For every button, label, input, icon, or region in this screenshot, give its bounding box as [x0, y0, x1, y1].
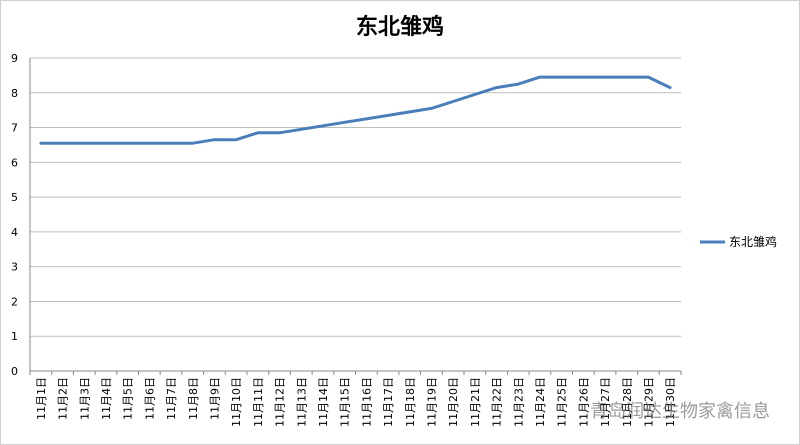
y-tick-label: 3: [11, 261, 18, 274]
x-tick-label: 11月4日: [100, 377, 113, 420]
x-tick-label: 11月17日: [382, 377, 395, 427]
watermark-text: 青岛润达生物家禽信息: [590, 401, 770, 422]
x-tick-label: 11月1日: [35, 377, 48, 420]
x-tick-label: 11月19日: [425, 377, 438, 427]
series-group: [39, 75, 672, 145]
x-tick-label: 11月15日: [339, 377, 352, 427]
x-tick-label: 11月3日: [78, 377, 91, 420]
legend: 东北雏鸡: [700, 234, 777, 249]
x-tick-label: 11月21日: [469, 377, 482, 427]
x-tick-label: 11月28日: [621, 377, 634, 427]
x-tick-label: 11月23日: [512, 377, 525, 427]
gridlines: [29, 57, 681, 372]
chart-title: 东北雏鸡: [356, 14, 444, 40]
x-tick-label: 11月27日: [599, 377, 612, 427]
x-tick-label: 11月16日: [360, 377, 373, 427]
y-tick-label: 4: [11, 226, 18, 239]
x-tick-label: 11月2日: [57, 377, 70, 420]
x-tick-label: 11月30日: [664, 377, 677, 427]
x-tick-label: 11月12日: [274, 377, 287, 427]
series-line: [39, 75, 672, 145]
y-tick-label: 9: [11, 52, 18, 65]
legend-label: 东北雏鸡: [729, 234, 777, 249]
x-tick-label: 11月20日: [447, 377, 460, 427]
x-tick-label: 11月7日: [165, 377, 178, 420]
y-tick-label: 8: [11, 87, 18, 100]
y-axis-ticks: 0 1 2 3 4 5 6 7 8 9: [11, 52, 18, 378]
x-tick-label: 11月24日: [534, 377, 547, 427]
x-tick-label: 11月14日: [317, 377, 330, 427]
x-tick-label: 11月8日: [187, 377, 200, 420]
x-tick-label: 11月9日: [208, 377, 221, 420]
x-tick-label: 11月29日: [642, 377, 655, 427]
x-tick-label: 11月26日: [577, 377, 590, 427]
x-tick-label: 11月25日: [556, 377, 569, 427]
y-tick-label: 6: [11, 156, 18, 169]
x-tick-label: 11月11日: [252, 377, 265, 427]
y-tick-label: 2: [11, 295, 18, 308]
x-tick-label: 11月13日: [295, 377, 308, 427]
y-tick-label: 7: [11, 122, 18, 135]
x-axis-ticks: 11月1日 11月2日 11月3日 11月4日 11月5日 11月6日 11月7日 11月8日…: [29, 371, 682, 427]
x-tick-label: 11月18日: [404, 377, 417, 427]
x-tick-label: 11月5日: [122, 377, 135, 420]
x-tick-label: 11月10日: [230, 377, 243, 427]
y-tick-label: 0: [11, 365, 18, 378]
x-tick-label: 11月6日: [143, 377, 156, 420]
x-tick-label: 11月22日: [491, 377, 504, 427]
y-tick-label: 1: [11, 330, 18, 343]
y-tick-label: 5: [11, 191, 18, 204]
